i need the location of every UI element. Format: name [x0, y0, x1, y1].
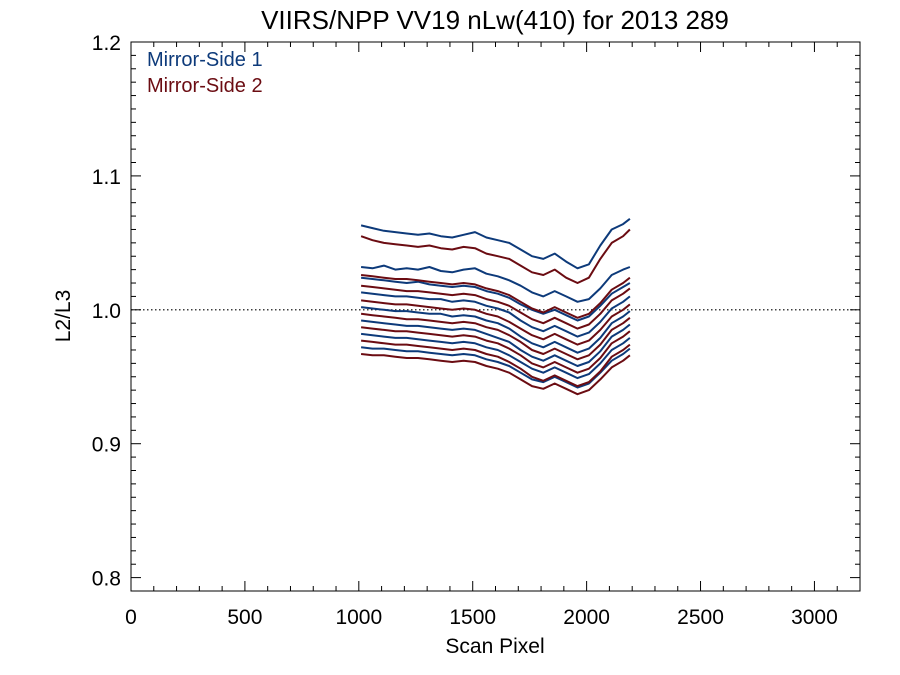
series-2-line	[360, 284, 631, 330]
series-2-line	[360, 353, 631, 396]
y-tick-label: 1.1	[92, 166, 121, 189]
x-tick-label: 1500	[449, 606, 496, 629]
plot-area	[130, 41, 861, 592]
y-axis-label: L2/L3	[52, 290, 75, 343]
legend-entry-1: Mirror-Side 1	[147, 49, 263, 71]
chart-title: VIIRS/NPP VV19 nLw(410) for 2013 289	[261, 5, 729, 35]
x-tick-label: 3000	[791, 606, 838, 629]
y-tick-label: 1.0	[92, 300, 121, 323]
x-tick-label: 1000	[335, 606, 382, 629]
y-tick-label: 1.2	[92, 32, 121, 55]
series-1-line	[360, 291, 631, 338]
x-tick-label: 2500	[677, 606, 724, 629]
series-2-line	[360, 274, 631, 319]
series-2-line	[360, 339, 631, 388]
y-tick-label: 0.9	[92, 434, 121, 457]
x-axis-label: Scan Pixel	[445, 635, 544, 658]
series-2-line	[360, 299, 631, 346]
series-1-line	[360, 276, 631, 322]
x-tick-label: 500	[227, 606, 262, 629]
series-1-line	[360, 306, 631, 354]
series-1-line	[360, 346, 631, 389]
series-1-line	[360, 319, 631, 367]
x-tick-label: 0	[125, 606, 137, 629]
y-tick-label: 0.8	[92, 568, 121, 591]
legend: Mirror-Side 1 Mirror-Side 2	[147, 49, 263, 97]
series-1-line	[360, 332, 631, 380]
series-2-line	[360, 326, 631, 374]
series-1-line	[360, 218, 631, 270]
legend-entry-2: Mirror-Side 2	[147, 75, 263, 97]
x-tick-label: 2000	[563, 606, 610, 629]
series-2-line	[360, 228, 631, 284]
series-1-line	[360, 264, 631, 303]
series-2-line	[360, 312, 631, 361]
